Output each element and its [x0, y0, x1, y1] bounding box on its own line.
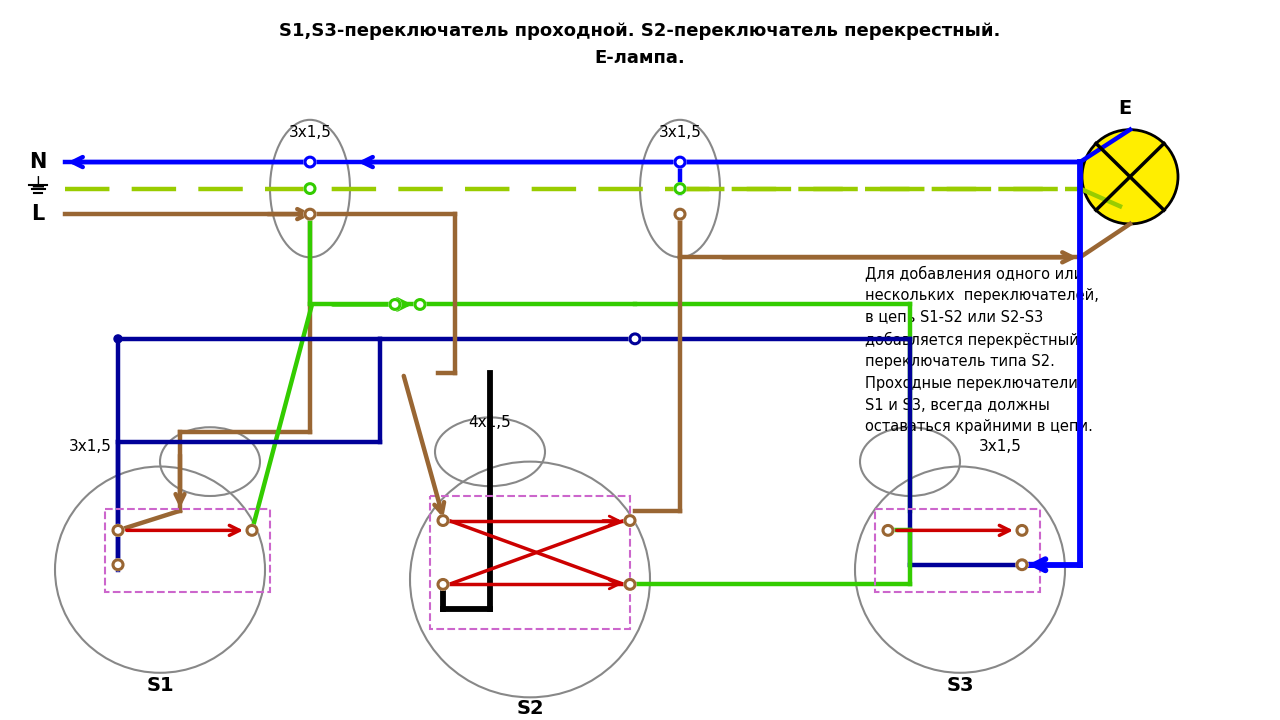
Text: Е-лампа.: Е-лампа. — [595, 49, 685, 67]
Text: E: E — [1119, 99, 1132, 118]
Circle shape — [1082, 130, 1178, 224]
Circle shape — [113, 559, 124, 571]
Circle shape — [114, 335, 122, 343]
Circle shape — [305, 156, 316, 168]
Text: 4x1,5: 4x1,5 — [468, 415, 512, 430]
Circle shape — [436, 578, 449, 590]
Circle shape — [628, 333, 641, 345]
Text: L: L — [32, 204, 45, 224]
Circle shape — [882, 524, 893, 536]
Text: S2: S2 — [516, 699, 544, 719]
Circle shape — [389, 299, 401, 310]
Text: 3x1,5: 3x1,5 — [69, 439, 111, 454]
Circle shape — [675, 156, 686, 168]
Circle shape — [113, 524, 124, 536]
Circle shape — [675, 183, 686, 194]
Circle shape — [675, 208, 686, 220]
Circle shape — [305, 183, 316, 194]
Circle shape — [413, 299, 426, 310]
Circle shape — [625, 515, 636, 526]
Circle shape — [1016, 559, 1028, 571]
Text: 3x1,5: 3x1,5 — [979, 439, 1021, 454]
Circle shape — [305, 208, 316, 220]
Circle shape — [436, 515, 449, 526]
Text: S1,S3-переключатель проходной. S2-переключатель перекрестный.: S1,S3-переключатель проходной. S2-перекл… — [279, 22, 1001, 40]
Text: N: N — [29, 152, 46, 172]
Text: 3x1,5: 3x1,5 — [288, 125, 332, 140]
Circle shape — [1016, 524, 1028, 536]
Circle shape — [625, 578, 636, 590]
Text: S3: S3 — [946, 676, 974, 695]
Text: Для добавления одного или
нескольких  переключателей,
в цепь S1-S2 или S2-S3
доб: Для добавления одного или нескольких пер… — [865, 265, 1098, 434]
Text: S1: S1 — [146, 676, 174, 695]
Text: ┴: ┴ — [32, 179, 44, 197]
Circle shape — [246, 524, 259, 536]
Text: 3x1,5: 3x1,5 — [659, 125, 701, 140]
